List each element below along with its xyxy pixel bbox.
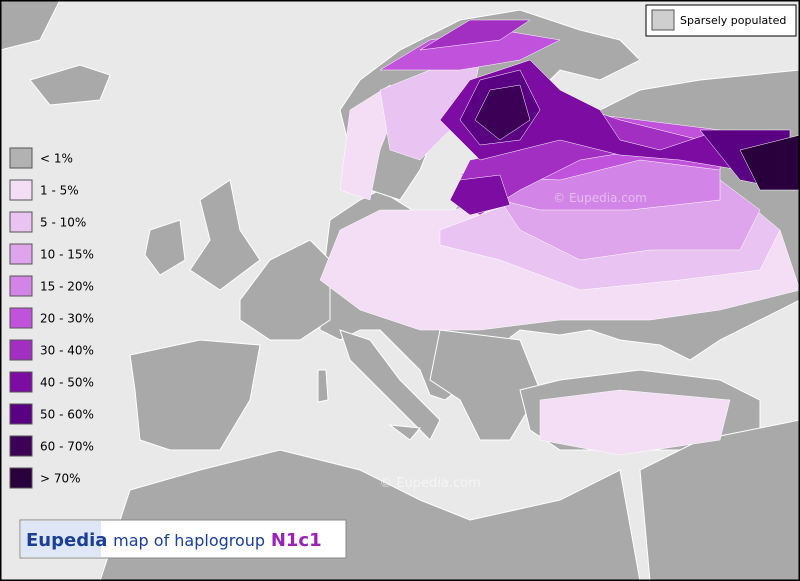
caption-brand: Eupedia xyxy=(26,530,107,551)
legend-label: 50 - 60% xyxy=(40,408,94,422)
legend-label: 30 - 40% xyxy=(40,344,94,358)
caption-text: Eupedia map of haplogroup N1c1 xyxy=(26,530,322,551)
caption: Eupedia map of haplogroup N1c1 xyxy=(19,519,347,559)
legend-label: 20 - 30% xyxy=(40,312,94,326)
legend-swatch xyxy=(9,179,33,201)
watermark: © Eupedia.com xyxy=(553,191,647,205)
legend-swatch xyxy=(9,307,33,329)
frequency-zone xyxy=(379,29,561,71)
legend-swatch xyxy=(9,243,33,265)
legend: < 1% 1 - 5% 5 - 10% 10 - 15% 15 - 20% 20 - 30… xyxy=(9,147,94,489)
legend-swatch xyxy=(9,339,33,361)
legend-swatch xyxy=(9,435,33,457)
legend-label: 10 - 15% xyxy=(40,248,94,262)
legend-swatch xyxy=(9,147,33,169)
legend-label: > 70% xyxy=(40,472,81,486)
legend-swatch xyxy=(9,467,33,489)
legend-label: 60 - 70% xyxy=(40,440,94,454)
legend-label: 5 - 10% xyxy=(40,216,86,230)
key-label: Sparsely populated xyxy=(680,14,786,27)
caption-title: map of haplogroup xyxy=(113,531,265,550)
legend-swatch xyxy=(9,275,33,297)
caption-haplogroup: N1c1 xyxy=(271,530,322,551)
key-swatch xyxy=(651,9,675,31)
watermark: © Eupedia.com xyxy=(379,476,481,491)
legend-swatch xyxy=(9,403,33,425)
legend-swatch xyxy=(9,371,33,393)
frequency-zone xyxy=(539,389,731,456)
frequency-zone xyxy=(739,134,800,191)
legend-label: 1 - 5% xyxy=(40,184,79,198)
frequency-zone xyxy=(419,19,531,51)
legend-label: 15 - 20% xyxy=(40,280,94,294)
frequency-zone xyxy=(449,174,511,216)
legend-swatch xyxy=(9,211,33,233)
frequency-zone xyxy=(474,84,531,141)
frequency-zones xyxy=(319,19,800,456)
key-box: Sparsely populated xyxy=(645,4,797,37)
legend-label: 40 - 50% xyxy=(40,376,94,390)
legend-label: < 1% xyxy=(40,152,73,166)
